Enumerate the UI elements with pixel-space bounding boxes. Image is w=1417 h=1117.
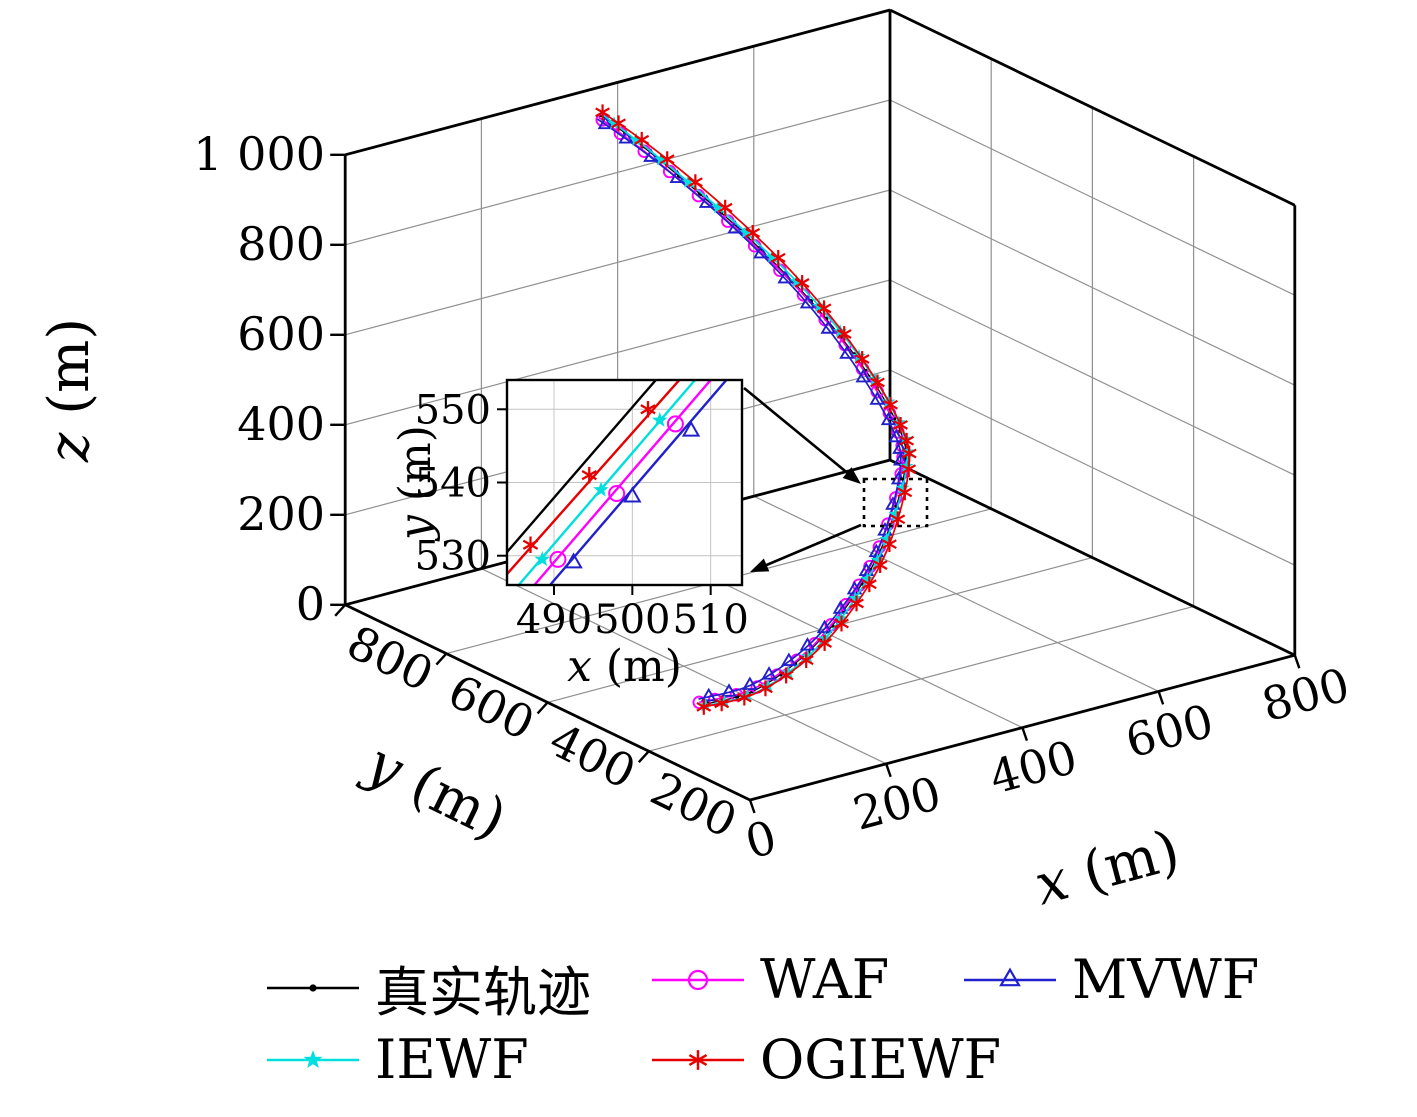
legend-item-ogiewf: OGIEWF — [650, 1028, 1001, 1091]
legend-sample-true-line — [267, 983, 359, 992]
annotation-arrows — [743, 386, 862, 572]
svg-text:600: 600 — [1120, 694, 1219, 769]
legend-item-mvwf: MVWF — [962, 948, 1259, 1011]
svg-text:400: 400 — [237, 397, 325, 451]
svg-text:800: 800 — [1256, 657, 1355, 732]
svg-text:x (m): x (m) — [567, 641, 682, 692]
svg-text:550: 550 — [415, 387, 491, 433]
legend-sample-OGIEWF — [652, 1049, 744, 1070]
svg-text:200: 200 — [848, 766, 947, 841]
svg-text:0: 0 — [296, 577, 325, 631]
svg-text:0: 0 — [740, 810, 782, 870]
svg-text:500: 500 — [594, 597, 670, 643]
svg-text:200: 200 — [643, 761, 746, 848]
legend-label-waf: WAF — [760, 948, 890, 1011]
svg-text:800: 800 — [339, 615, 442, 702]
legend-sample-mvwf-line — [964, 966, 1056, 986]
legend-sample-WAF — [652, 969, 744, 990]
legend-sample-waf-line — [652, 969, 744, 990]
svg-text:y (m): y (m) — [390, 425, 441, 542]
svg-text:540: 540 — [415, 461, 491, 507]
legend-item-waf: WAF — [650, 948, 889, 1011]
legend-item-true: 真实轨迹 — [265, 948, 591, 1027]
inset-series — [507, 380, 728, 585]
svg-text:800: 800 — [237, 217, 325, 271]
legend-item-iewf: IEWF — [265, 1028, 529, 1091]
legend-label-true: 真实轨迹 — [375, 961, 591, 1024]
legend-label-mvwf: MVWF — [1072, 948, 1260, 1011]
svg-text:490: 490 — [516, 597, 592, 643]
legend-sample-真实轨迹 — [267, 983, 359, 992]
svg-text:600: 600 — [237, 307, 325, 361]
legend-sample-IEWF — [267, 1049, 359, 1068]
svg-text:400: 400 — [541, 713, 644, 800]
svg-text:510: 510 — [672, 597, 748, 643]
axis-ticks — [330, 153, 1301, 814]
inset-plot: 490 500 510 530 540 550 x (m) y (m) — [390, 378, 749, 692]
legend-label-iewf: IEWF — [375, 1028, 529, 1091]
legend-sample-ogiewf-line — [652, 1049, 744, 1070]
svg-text:530: 530 — [415, 534, 491, 580]
svg-text:x (m): x (m) — [1028, 818, 1186, 919]
legend-sample-MVWF — [964, 966, 1056, 986]
svg-text:200: 200 — [237, 487, 325, 541]
series-OGIEWF — [595, 104, 917, 715]
svg-text:z (m): z (m) — [37, 318, 102, 463]
svg-text:600: 600 — [440, 664, 543, 751]
legend-label-ogiewf: OGIEWF — [760, 1028, 1002, 1091]
svg-text:y (m): y (m) — [353, 729, 516, 853]
svg-text:400: 400 — [984, 730, 1083, 805]
legend-sample-iewf-line — [267, 1049, 359, 1068]
svg-text:1 000: 1 000 — [193, 127, 325, 181]
